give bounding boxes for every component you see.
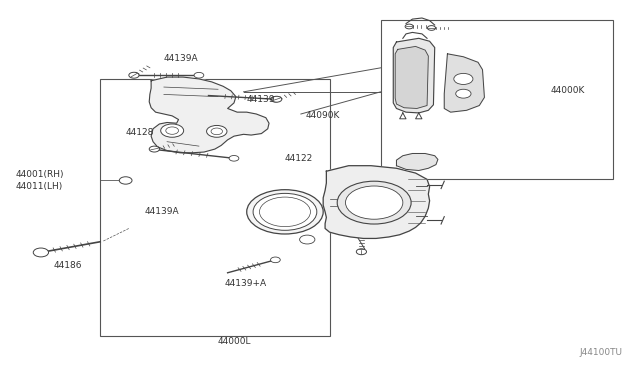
- Text: 44000K: 44000K: [550, 86, 585, 94]
- Circle shape: [271, 96, 282, 102]
- Circle shape: [119, 177, 132, 184]
- Text: 44001(RH): 44001(RH): [15, 170, 64, 179]
- Circle shape: [346, 186, 403, 219]
- Circle shape: [337, 181, 411, 224]
- Circle shape: [271, 257, 280, 263]
- Circle shape: [194, 73, 204, 78]
- Text: 44011(LH): 44011(LH): [15, 182, 63, 190]
- Circle shape: [229, 155, 239, 161]
- Circle shape: [149, 146, 159, 152]
- Circle shape: [129, 72, 139, 78]
- Text: 44090K: 44090K: [306, 111, 340, 121]
- Circle shape: [211, 128, 223, 135]
- Circle shape: [405, 24, 413, 29]
- Text: 44139A: 44139A: [145, 207, 179, 217]
- Text: 44139: 44139: [246, 95, 275, 104]
- Text: 44122: 44122: [285, 154, 313, 163]
- Text: 44186: 44186: [54, 261, 82, 270]
- Circle shape: [456, 89, 471, 98]
- Text: J44100TU: J44100TU: [580, 347, 623, 357]
- Circle shape: [207, 125, 227, 137]
- Circle shape: [166, 127, 179, 134]
- Circle shape: [161, 124, 184, 137]
- Text: 44128: 44128: [125, 128, 154, 137]
- Circle shape: [454, 73, 473, 84]
- Circle shape: [428, 26, 436, 31]
- Polygon shape: [323, 166, 429, 238]
- Polygon shape: [444, 54, 484, 112]
- Circle shape: [253, 193, 317, 230]
- Circle shape: [246, 190, 323, 234]
- Polygon shape: [396, 154, 438, 170]
- Polygon shape: [394, 38, 435, 113]
- Circle shape: [33, 248, 49, 257]
- Polygon shape: [395, 46, 428, 109]
- Circle shape: [271, 96, 280, 102]
- Text: 44139+A: 44139+A: [225, 279, 266, 288]
- Text: 44000L: 44000L: [217, 337, 251, 346]
- Circle shape: [356, 249, 367, 255]
- Bar: [100, 79, 330, 336]
- Circle shape: [300, 235, 315, 244]
- Text: 44139A: 44139A: [164, 54, 198, 63]
- Circle shape: [259, 197, 310, 227]
- Bar: [381, 20, 613, 179]
- Polygon shape: [149, 77, 269, 153]
